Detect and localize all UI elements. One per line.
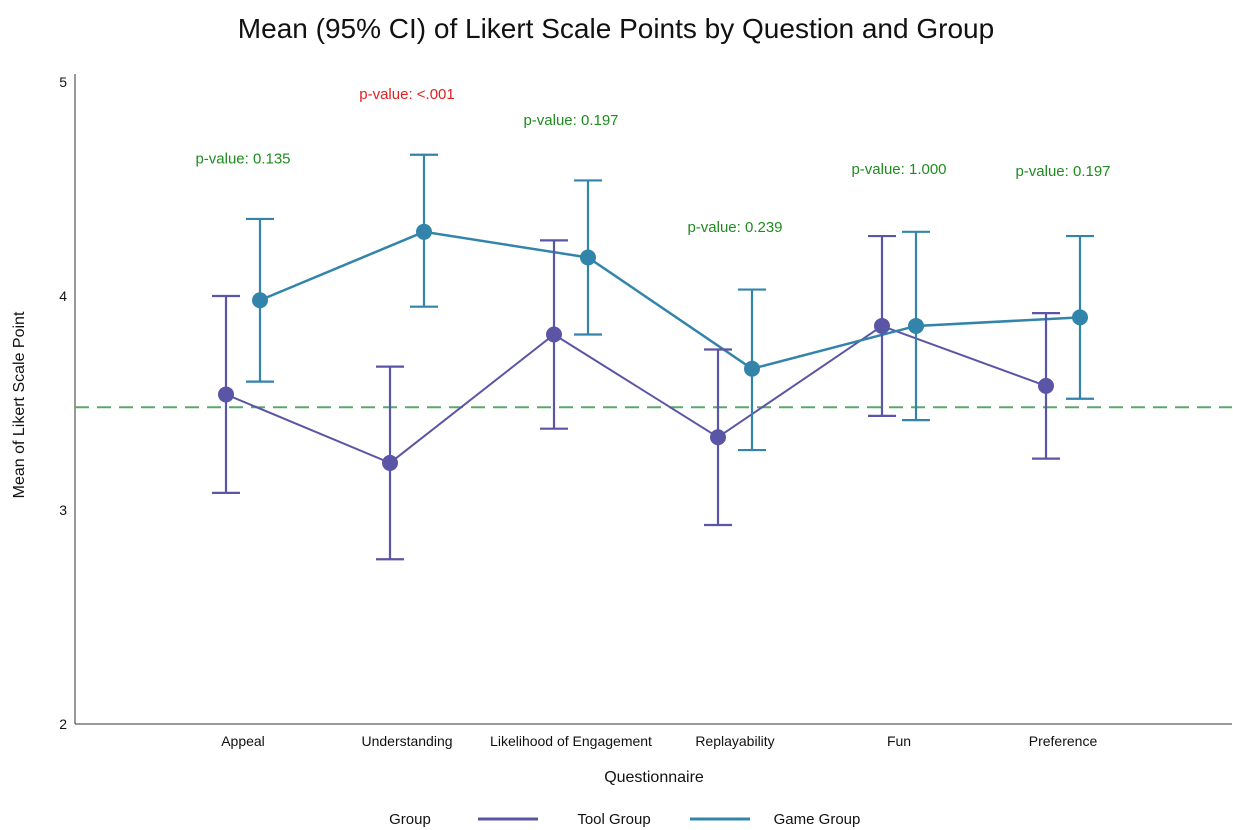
p-value-annotation: p-value: <.001 (359, 86, 455, 103)
data-point (1038, 377, 1054, 394)
data-point (710, 429, 726, 446)
data-point (580, 249, 596, 266)
series-line-tool-group (225, 324, 1047, 465)
y-tick-label: 4 (59, 288, 67, 304)
y-tick-label: 5 (59, 74, 67, 90)
series-line-game-group (259, 230, 1081, 371)
data-point (546, 326, 562, 343)
x-tick-label: Understanding (361, 733, 452, 749)
y-tick-label: 2 (59, 716, 67, 732)
data-point (416, 223, 432, 240)
legend-label: Tool Group (577, 811, 650, 828)
p-value-annotation: p-value: 1.000 (851, 161, 946, 178)
x-axis-title: Questionnaire (604, 769, 704, 786)
legend: Group Tool Group Game Group (389, 811, 860, 828)
chart-title: Mean (95% CI) of Likert Scale Points by … (238, 13, 994, 44)
p-value-annotation: p-value: 0.135 (195, 150, 290, 167)
data-point (252, 292, 268, 309)
x-tick-label: Likelihood of Engagement (490, 733, 652, 749)
data-point (218, 386, 234, 403)
x-tick-label: Replayability (695, 733, 774, 749)
x-tick-label: Fun (887, 733, 911, 749)
data-point (908, 317, 924, 334)
data-point (1072, 309, 1088, 326)
plot-area: 2 3 4 5 Appeal Understanding Likelihood of Eng… (59, 74, 1232, 749)
p-value-annotation: p-value: 0.197 (523, 112, 618, 129)
x-tick-label: Appeal (221, 733, 265, 749)
legend-title: Group (389, 811, 431, 828)
x-tick-label: Preference (1029, 733, 1098, 749)
data-point (744, 360, 760, 377)
data-point (874, 317, 890, 334)
y-axis-title: Mean of Likert Scale Point (11, 311, 28, 498)
y-tick-label: 3 (59, 502, 67, 518)
p-value-annotation: p-value: 0.197 (1015, 163, 1110, 180)
legend-label: Game Group (774, 811, 861, 828)
data-point (382, 454, 398, 471)
p-value-annotation: p-value: 0.239 (687, 219, 782, 236)
